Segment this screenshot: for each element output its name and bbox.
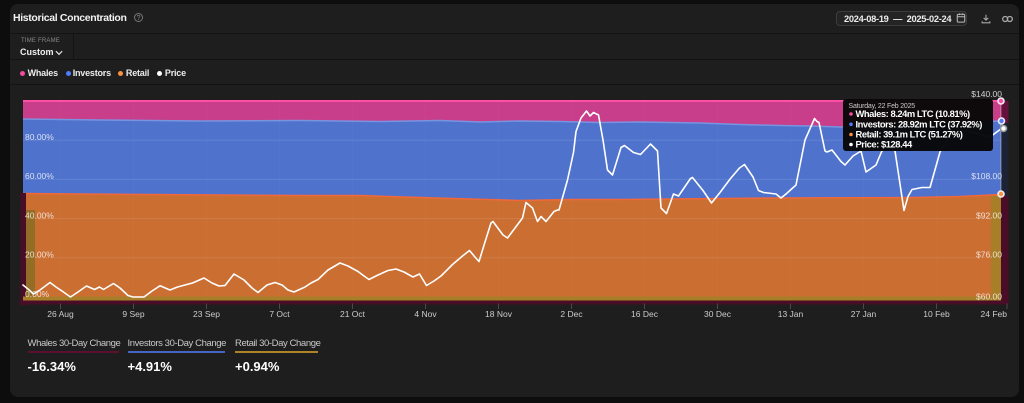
svg-text:20.00%: 20.00%: [25, 250, 54, 260]
svg-text:2 Dec: 2 Dec: [560, 309, 583, 319]
svg-text:$76.00: $76.00: [976, 250, 1002, 260]
svg-text:$92.00: $92.00: [976, 210, 1002, 220]
svg-text:21 Oct: 21 Oct: [340, 309, 366, 319]
svg-text:60.00%: 60.00%: [25, 171, 54, 181]
svg-text:$140.00: $140.00: [971, 89, 1002, 99]
svg-text:16 Dec: 16 Dec: [631, 309, 659, 319]
svg-text:26 Aug: 26 Aug: [47, 309, 74, 319]
svg-text:Saturday, 22 Feb 2025: Saturday, 22 Feb 2025: [849, 103, 916, 110]
svg-text:18 Nov: 18 Nov: [485, 309, 513, 319]
svg-text:80.00%: 80.00%: [25, 132, 54, 142]
svg-text:10 Feb: 10 Feb: [923, 309, 950, 319]
svg-text:4 Nov: 4 Nov: [414, 309, 437, 319]
svg-text:Whales: 8.24m LTC (10.81%): Whales: 8.24m LTC (10.81%): [856, 108, 971, 119]
svg-text:0.00%: 0.00%: [25, 289, 50, 299]
svg-text:24 Feb: 24 Feb: [981, 309, 1008, 319]
svg-text:Price: $128.44: Price: $128.44: [856, 139, 913, 150]
svg-text:40.00%: 40.00%: [25, 210, 54, 220]
svg-text:Investors: 28.92m LTC (37.92%): Investors: 28.92m LTC (37.92%): [856, 118, 983, 129]
svg-text:$108.00: $108.00: [971, 171, 1002, 181]
svg-text:27 Jan: 27 Jan: [851, 309, 877, 319]
svg-text:30 Dec: 30 Dec: [704, 309, 732, 319]
svg-text:13 Jan: 13 Jan: [778, 309, 804, 319]
svg-text:Retail: 39.1m LTC (51.27%): Retail: 39.1m LTC (51.27%): [856, 129, 963, 140]
svg-text:9 Sep: 9 Sep: [122, 309, 144, 319]
svg-text:7 Oct: 7 Oct: [269, 309, 290, 319]
svg-text:$60.00: $60.00: [976, 292, 1002, 302]
svg-text:23 Sep: 23 Sep: [193, 309, 220, 319]
